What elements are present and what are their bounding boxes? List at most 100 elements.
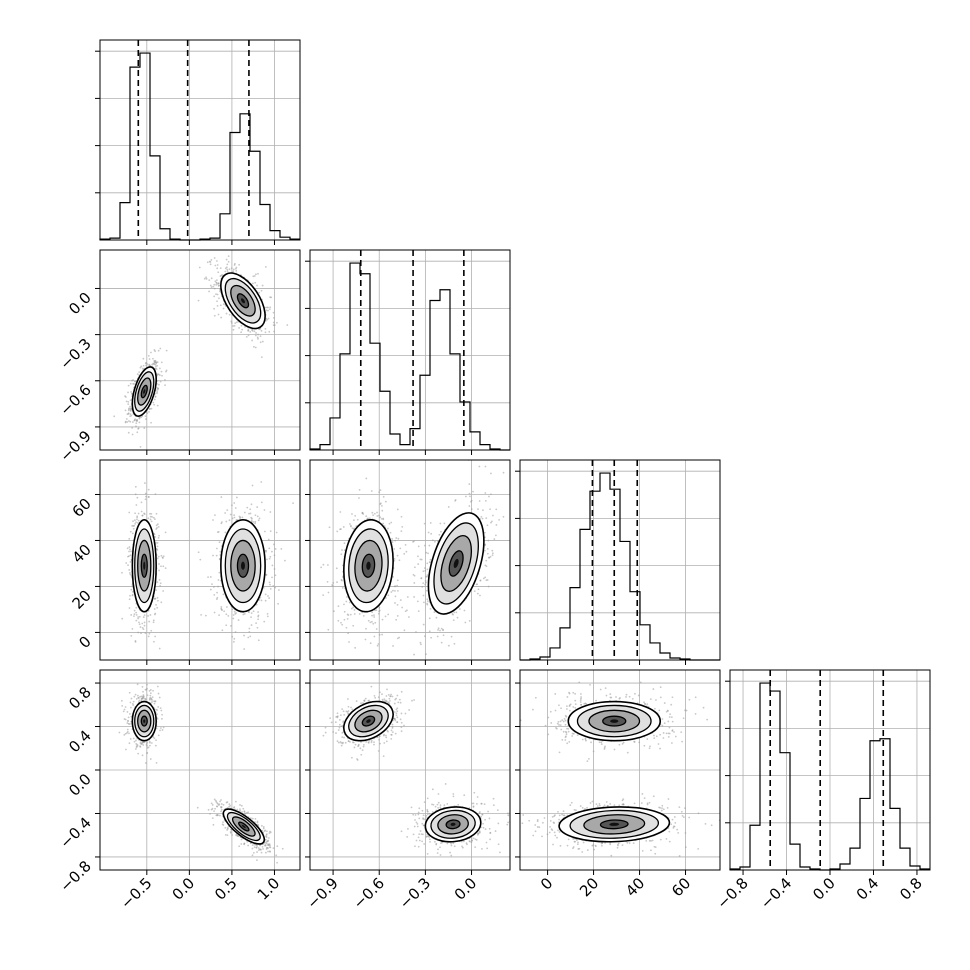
sample-point (142, 694, 145, 696)
sample-point (281, 847, 284, 850)
sample-point (263, 620, 266, 623)
sample-point (134, 493, 137, 496)
sample-point (208, 279, 211, 282)
sample-point (417, 563, 420, 565)
sample-point (420, 643, 422, 646)
sample-point (257, 618, 260, 621)
sample-point (257, 639, 260, 642)
density-contour (240, 298, 245, 304)
sample-point (247, 328, 250, 331)
sample-point (362, 614, 365, 617)
sample-point (118, 731, 121, 734)
sample-point (378, 491, 381, 494)
sample-point (198, 266, 201, 269)
sample-point (272, 847, 275, 850)
sample-point (264, 851, 267, 854)
sample-point (220, 274, 223, 277)
sample-point (131, 590, 134, 593)
sample-point (162, 565, 165, 568)
sample-point (339, 528, 341, 531)
sample-point (258, 517, 261, 520)
sample-point (155, 739, 157, 742)
sample-point (233, 324, 236, 327)
sample-point (131, 628, 134, 630)
sample-point (155, 524, 158, 527)
sample-point (146, 741, 149, 744)
sample-point (150, 697, 152, 700)
sample-point (396, 579, 399, 582)
sample-point (133, 740, 136, 743)
sample-point (268, 547, 271, 550)
sample-point (406, 596, 409, 598)
sample-point (240, 804, 243, 807)
sample-point (125, 562, 128, 564)
sample-point (244, 812, 247, 815)
sample-point (403, 629, 406, 632)
sample-point (127, 391, 129, 394)
density-contour (143, 719, 146, 723)
sample-point (137, 617, 139, 620)
sample-point (259, 335, 262, 337)
sample-point (239, 804, 241, 806)
density-contour (143, 561, 146, 570)
sample-point (130, 614, 133, 616)
sample-point (144, 762, 147, 764)
sample-point (426, 598, 429, 601)
sample-point (156, 545, 159, 548)
sample-point (137, 427, 140, 430)
histogram-panel (515, 459, 721, 665)
sample-point (405, 550, 408, 553)
sample-point (261, 824, 263, 827)
sample-point (146, 363, 149, 365)
sample-point (224, 833, 227, 836)
sample-point (267, 595, 269, 597)
sample-point (233, 502, 236, 504)
sample-point (132, 700, 135, 703)
sample-point (136, 521, 139, 524)
sample-point (126, 413, 129, 416)
sample-point (136, 373, 139, 376)
sample-point (381, 633, 384, 636)
sample-point (490, 493, 492, 496)
sample-point (241, 516, 244, 519)
sample-point (219, 800, 221, 803)
sample-point (127, 400, 130, 403)
sample-point (225, 520, 228, 523)
sample-point (469, 495, 471, 498)
sample-point (154, 597, 156, 600)
sample-point (138, 371, 141, 374)
sample-point (217, 313, 220, 316)
panel-frame (729, 669, 931, 871)
sample-point (143, 427, 146, 429)
sample-point (216, 293, 219, 296)
sample-point (341, 549, 343, 551)
sample-point (404, 543, 407, 546)
sample-point (127, 716, 130, 719)
sample-point (351, 527, 354, 530)
sample-point (348, 641, 350, 643)
sample-point (128, 537, 131, 540)
sample-point (213, 798, 216, 801)
sample-point (127, 403, 130, 406)
sample-point (155, 368, 158, 371)
sample-point (141, 514, 144, 517)
sample-point (269, 530, 272, 533)
sample-point (226, 270, 229, 273)
sample-point (491, 552, 494, 555)
sample-point (205, 276, 207, 279)
sample-point (128, 713, 131, 715)
sample-point (239, 809, 242, 812)
sample-point (393, 559, 396, 562)
sample-point (251, 847, 254, 850)
sample-point (127, 431, 130, 434)
sample-point (140, 699, 143, 702)
sample-point (130, 588, 133, 591)
sample-point (240, 331, 243, 334)
sample-point (157, 536, 160, 539)
panel-background (310, 250, 510, 450)
sample-point (251, 339, 254, 342)
sample-point (209, 812, 211, 815)
sample-point (141, 626, 144, 629)
sample-point (148, 496, 150, 498)
